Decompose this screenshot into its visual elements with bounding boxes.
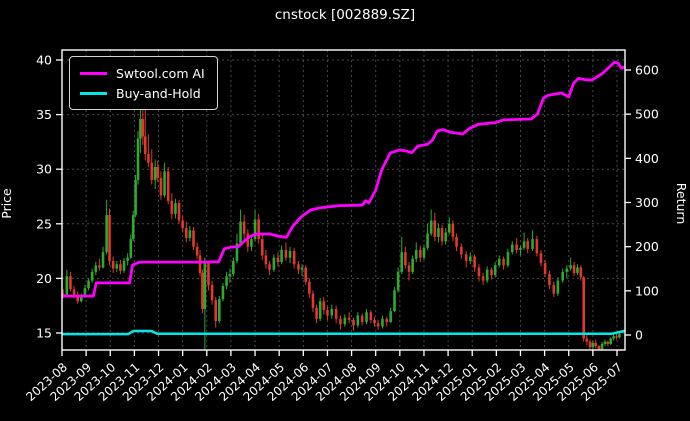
svg-text:100: 100 xyxy=(635,283,659,298)
svg-text:40: 40 xyxy=(36,53,52,68)
svg-text:35: 35 xyxy=(36,107,52,122)
svg-text:200: 200 xyxy=(635,239,659,254)
legend-label-ai: Swtool.com AI xyxy=(116,65,205,81)
legend-label-bh: Buy-and-Hold xyxy=(116,85,201,101)
legend-item-bh: Buy-and-Hold xyxy=(80,83,205,103)
legend-item-ai: Swtool.com AI xyxy=(80,63,205,83)
svg-text:0: 0 xyxy=(635,328,643,343)
svg-text:400: 400 xyxy=(635,151,659,166)
svg-text:25: 25 xyxy=(36,216,52,231)
svg-text:15: 15 xyxy=(36,326,52,341)
svg-text:500: 500 xyxy=(635,107,659,122)
chart-title: cnstock [002889.SZ] xyxy=(274,7,416,23)
svg-text:20: 20 xyxy=(36,271,52,286)
left-axis-label: Price xyxy=(0,188,14,219)
bh-line-swatch xyxy=(80,91,107,95)
svg-text:30: 30 xyxy=(36,162,52,177)
ai-line-swatch xyxy=(80,71,107,75)
svg-text:600: 600 xyxy=(635,63,659,78)
svg-text:300: 300 xyxy=(635,195,659,210)
legend: Swtool.com AI Buy-and-Hold xyxy=(69,56,218,110)
right-axis-label: Return xyxy=(673,182,689,225)
